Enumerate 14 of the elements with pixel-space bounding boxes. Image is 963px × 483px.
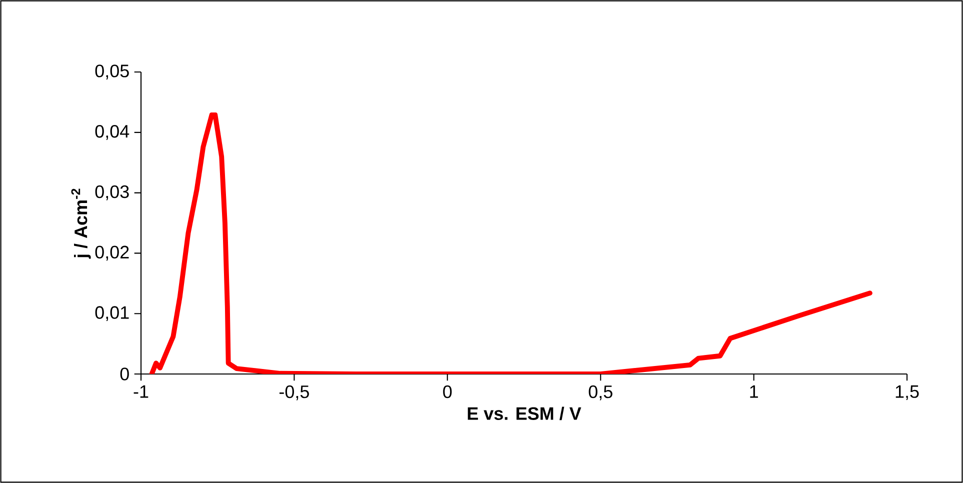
x-tick-label: -0,5 xyxy=(279,385,309,400)
x-tick-label: 1,5 xyxy=(896,385,919,400)
x-axis-title: E vs. ESM / V xyxy=(468,406,582,420)
y-tick-label: 0,03 xyxy=(95,185,129,200)
y-tick-label: 0 xyxy=(120,368,129,380)
x-tick-label: 0,5 xyxy=(588,385,612,400)
y-axis-title: j / Acm$^{-2}$ xyxy=(71,188,91,259)
y-tick-label: 0,05 xyxy=(95,64,129,80)
y-tick-label: 0,04 xyxy=(95,124,130,140)
x-tick-label: 1 xyxy=(750,385,758,398)
x-tick-label: 0 xyxy=(443,385,452,398)
y-tick-label: 0,02 xyxy=(95,246,129,261)
x-tick-label: -1 xyxy=(134,385,148,398)
y-tick-label: 0,01 xyxy=(95,306,129,322)
